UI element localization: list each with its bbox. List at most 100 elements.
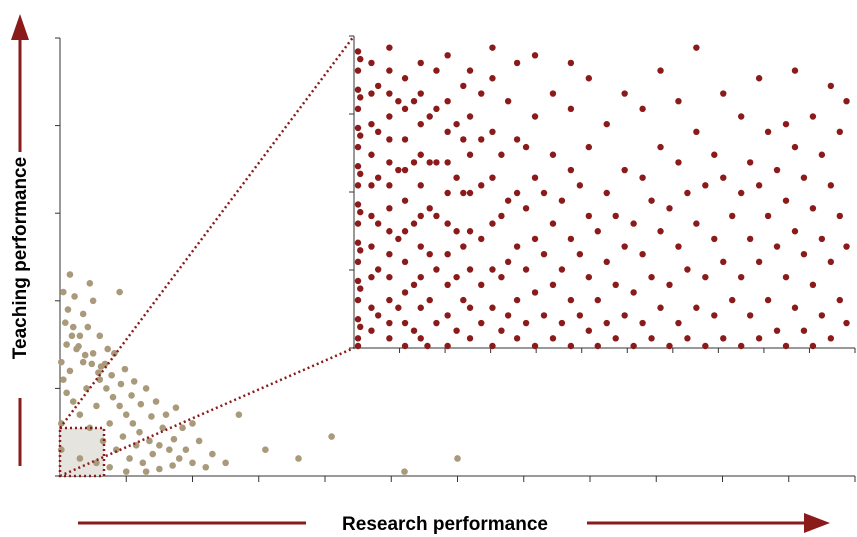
zoom-connector-bottom <box>59 346 355 478</box>
zoom-data-point <box>567 342 575 350</box>
zoom-data-point <box>702 273 709 281</box>
zoom-data-point <box>368 304 375 311</box>
zoom-data-point <box>558 319 566 327</box>
main-data-point <box>454 455 461 462</box>
zoom-data-point <box>386 273 393 281</box>
zoom-data-point <box>791 67 799 74</box>
zoom-data-point <box>354 277 362 285</box>
main-data-point <box>116 402 123 410</box>
zoom-data-point <box>755 182 763 189</box>
zoom-data-point <box>737 189 745 197</box>
zoom-data-point <box>444 159 451 166</box>
zoom-data-point <box>666 342 673 350</box>
zoom-data-point <box>737 113 745 120</box>
zoom-data-point <box>836 128 843 135</box>
zoom-data-point <box>576 182 584 189</box>
main-data-point <box>68 332 76 340</box>
zoom-data-point <box>567 296 575 304</box>
main-data-point <box>235 411 243 418</box>
zoom-data-point <box>478 319 485 327</box>
zoom-data-point <box>374 82 382 90</box>
main-data-point <box>189 420 196 427</box>
zoom-data-point <box>549 220 557 227</box>
zoom-data-point <box>522 266 530 273</box>
zoom-data-point <box>426 296 433 304</box>
main-data-point <box>122 468 130 475</box>
main-data-point <box>101 360 109 368</box>
zoom-data-point <box>453 120 460 128</box>
main-data-point <box>142 468 150 475</box>
zoom-data-point <box>354 258 362 266</box>
zoom-data-point <box>800 327 808 334</box>
zoom-data-point <box>711 235 718 243</box>
main-data-point <box>89 297 97 305</box>
zoom-data-point <box>603 258 610 266</box>
main-data-point <box>66 367 74 375</box>
zoom-data-point <box>444 281 451 288</box>
main-data-point <box>106 463 113 471</box>
zoom-data-point <box>368 120 375 128</box>
zoom-data-point <box>444 128 451 135</box>
main-data-point <box>295 455 302 462</box>
zoom-data-point <box>417 90 424 97</box>
zoom-data-point <box>433 159 440 166</box>
zoom-data-point <box>401 166 409 174</box>
main-data-point <box>169 462 176 469</box>
zoom-data-point <box>460 136 467 143</box>
zoom-data-point <box>354 105 362 113</box>
main-data-point <box>88 360 96 368</box>
zoom-data-point <box>639 174 646 181</box>
zoom-data-point <box>594 296 601 304</box>
zoom-data-point <box>374 312 382 319</box>
zoom-data-point <box>531 113 539 120</box>
zoom-data-point <box>433 105 440 113</box>
zoom-data-point <box>585 143 593 151</box>
zoom-data-point <box>444 189 451 197</box>
zoom-data-point <box>567 166 575 174</box>
zoom-data-point <box>621 166 628 174</box>
zoom-data-point <box>478 90 485 97</box>
zoom-data-point <box>540 189 548 197</box>
zoom-data-point <box>357 132 364 139</box>
zoom-data-point <box>426 113 433 120</box>
zoom-data-point <box>478 182 485 189</box>
zoom-data-point <box>354 335 362 342</box>
zoom-data-point <box>354 86 362 93</box>
main-data-point <box>76 332 84 340</box>
zoom-data-point <box>444 98 451 105</box>
main-data-point <box>195 437 203 445</box>
main-data-point <box>156 442 163 449</box>
zoom-data-point <box>612 281 619 288</box>
zoom-data-point <box>603 120 610 128</box>
zoom-data-point <box>368 212 375 220</box>
zoom-data-point <box>466 335 474 342</box>
zoom-data-point <box>374 266 382 273</box>
main-data-point <box>122 411 130 418</box>
zoom-data-point <box>549 335 557 342</box>
zoom-data-point <box>764 296 772 304</box>
main-data-point <box>182 446 190 454</box>
main-data-point <box>148 413 155 420</box>
zoom-data-point <box>711 312 718 319</box>
zoom-data-point <box>576 251 584 258</box>
zoom-data-point <box>773 327 781 334</box>
zoom-data-point <box>401 289 409 296</box>
zoom-data-point <box>444 251 451 258</box>
zoom-data-point <box>657 228 664 235</box>
main-data-point <box>116 288 123 296</box>
zoom-data-point <box>567 235 575 243</box>
zoom-data-point <box>444 312 451 319</box>
main-data-point <box>137 400 145 408</box>
zoom-data-point <box>540 312 548 319</box>
main-data-point <box>117 380 125 388</box>
zoom-data-point <box>755 75 763 82</box>
zoom-data-point <box>630 342 637 350</box>
zoom-data-point <box>466 151 474 158</box>
zoom-data-point <box>354 48 362 55</box>
zoom-data-point <box>693 304 700 311</box>
zoom-data-point <box>410 159 418 166</box>
zoom-region-fill <box>60 428 104 476</box>
main-data-point <box>79 358 87 366</box>
zoom-data-point <box>621 90 628 97</box>
main-data-point <box>179 424 186 432</box>
